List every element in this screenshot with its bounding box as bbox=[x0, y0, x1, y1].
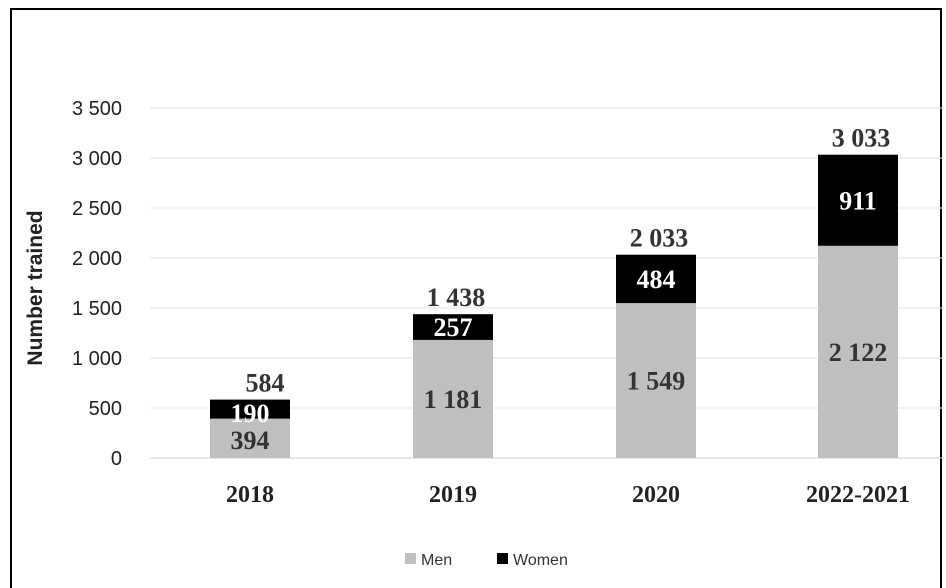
legend: Men Women bbox=[405, 552, 568, 569]
x-category-label: 2018 bbox=[226, 482, 274, 508]
bar-women bbox=[616, 254, 696, 304]
y-tick-label: 500 bbox=[89, 398, 122, 420]
y-tick-label: 3 000 bbox=[72, 148, 122, 170]
data-label-men: 2 122 bbox=[829, 338, 888, 367]
legend-label: Women bbox=[513, 552, 568, 569]
data-label-total: 584 bbox=[246, 369, 285, 398]
bar-men bbox=[818, 245, 898, 458]
y-tick-label: 2 000 bbox=[72, 248, 122, 270]
data-label-men: 1 181 bbox=[424, 385, 483, 414]
data-label-total: 2 033 bbox=[630, 224, 689, 253]
data-label-women: 257 bbox=[434, 313, 473, 342]
chart-frame bbox=[10, 8, 942, 588]
legend-label: Men bbox=[421, 552, 452, 569]
data-label-total: 1 438 bbox=[427, 283, 486, 312]
x-category-label: 2019 bbox=[429, 482, 477, 508]
bar-women bbox=[413, 314, 493, 340]
y-tick-label: 2 500 bbox=[72, 198, 122, 220]
legend-swatch bbox=[497, 553, 508, 564]
bar-men bbox=[413, 339, 493, 458]
y-axis-ticks: 0 500 1 000 1 500 2 000 2 500 3 000 3 500 bbox=[72, 98, 122, 470]
y-axis-label: Number trained bbox=[24, 210, 47, 365]
data-label-men: 1 549 bbox=[627, 367, 686, 396]
data-label-women: 911 bbox=[839, 186, 877, 215]
y-tick-label: 1 500 bbox=[72, 298, 122, 320]
bar-men bbox=[210, 418, 290, 458]
bar-women bbox=[210, 399, 290, 419]
data-label-women: 484 bbox=[637, 265, 676, 294]
x-category-label: 2020 bbox=[632, 482, 680, 508]
y-tick-label: 0 bbox=[111, 448, 122, 470]
data-label-men: 394 bbox=[231, 426, 270, 455]
y-tick-label: 1 000 bbox=[72, 348, 122, 370]
bars bbox=[210, 154, 898, 458]
data-label-total: 3 033 bbox=[832, 124, 891, 153]
bar-men bbox=[616, 303, 696, 458]
data-label-women: 190 bbox=[231, 399, 270, 428]
y-tick-label: 3 500 bbox=[72, 98, 122, 120]
x-category-label: 2022-2021 bbox=[806, 482, 910, 508]
bar-women bbox=[818, 154, 898, 246]
legend-swatch bbox=[405, 553, 416, 564]
x-axis-categories: 2018 2019 2020 2022-2021 bbox=[226, 482, 910, 508]
